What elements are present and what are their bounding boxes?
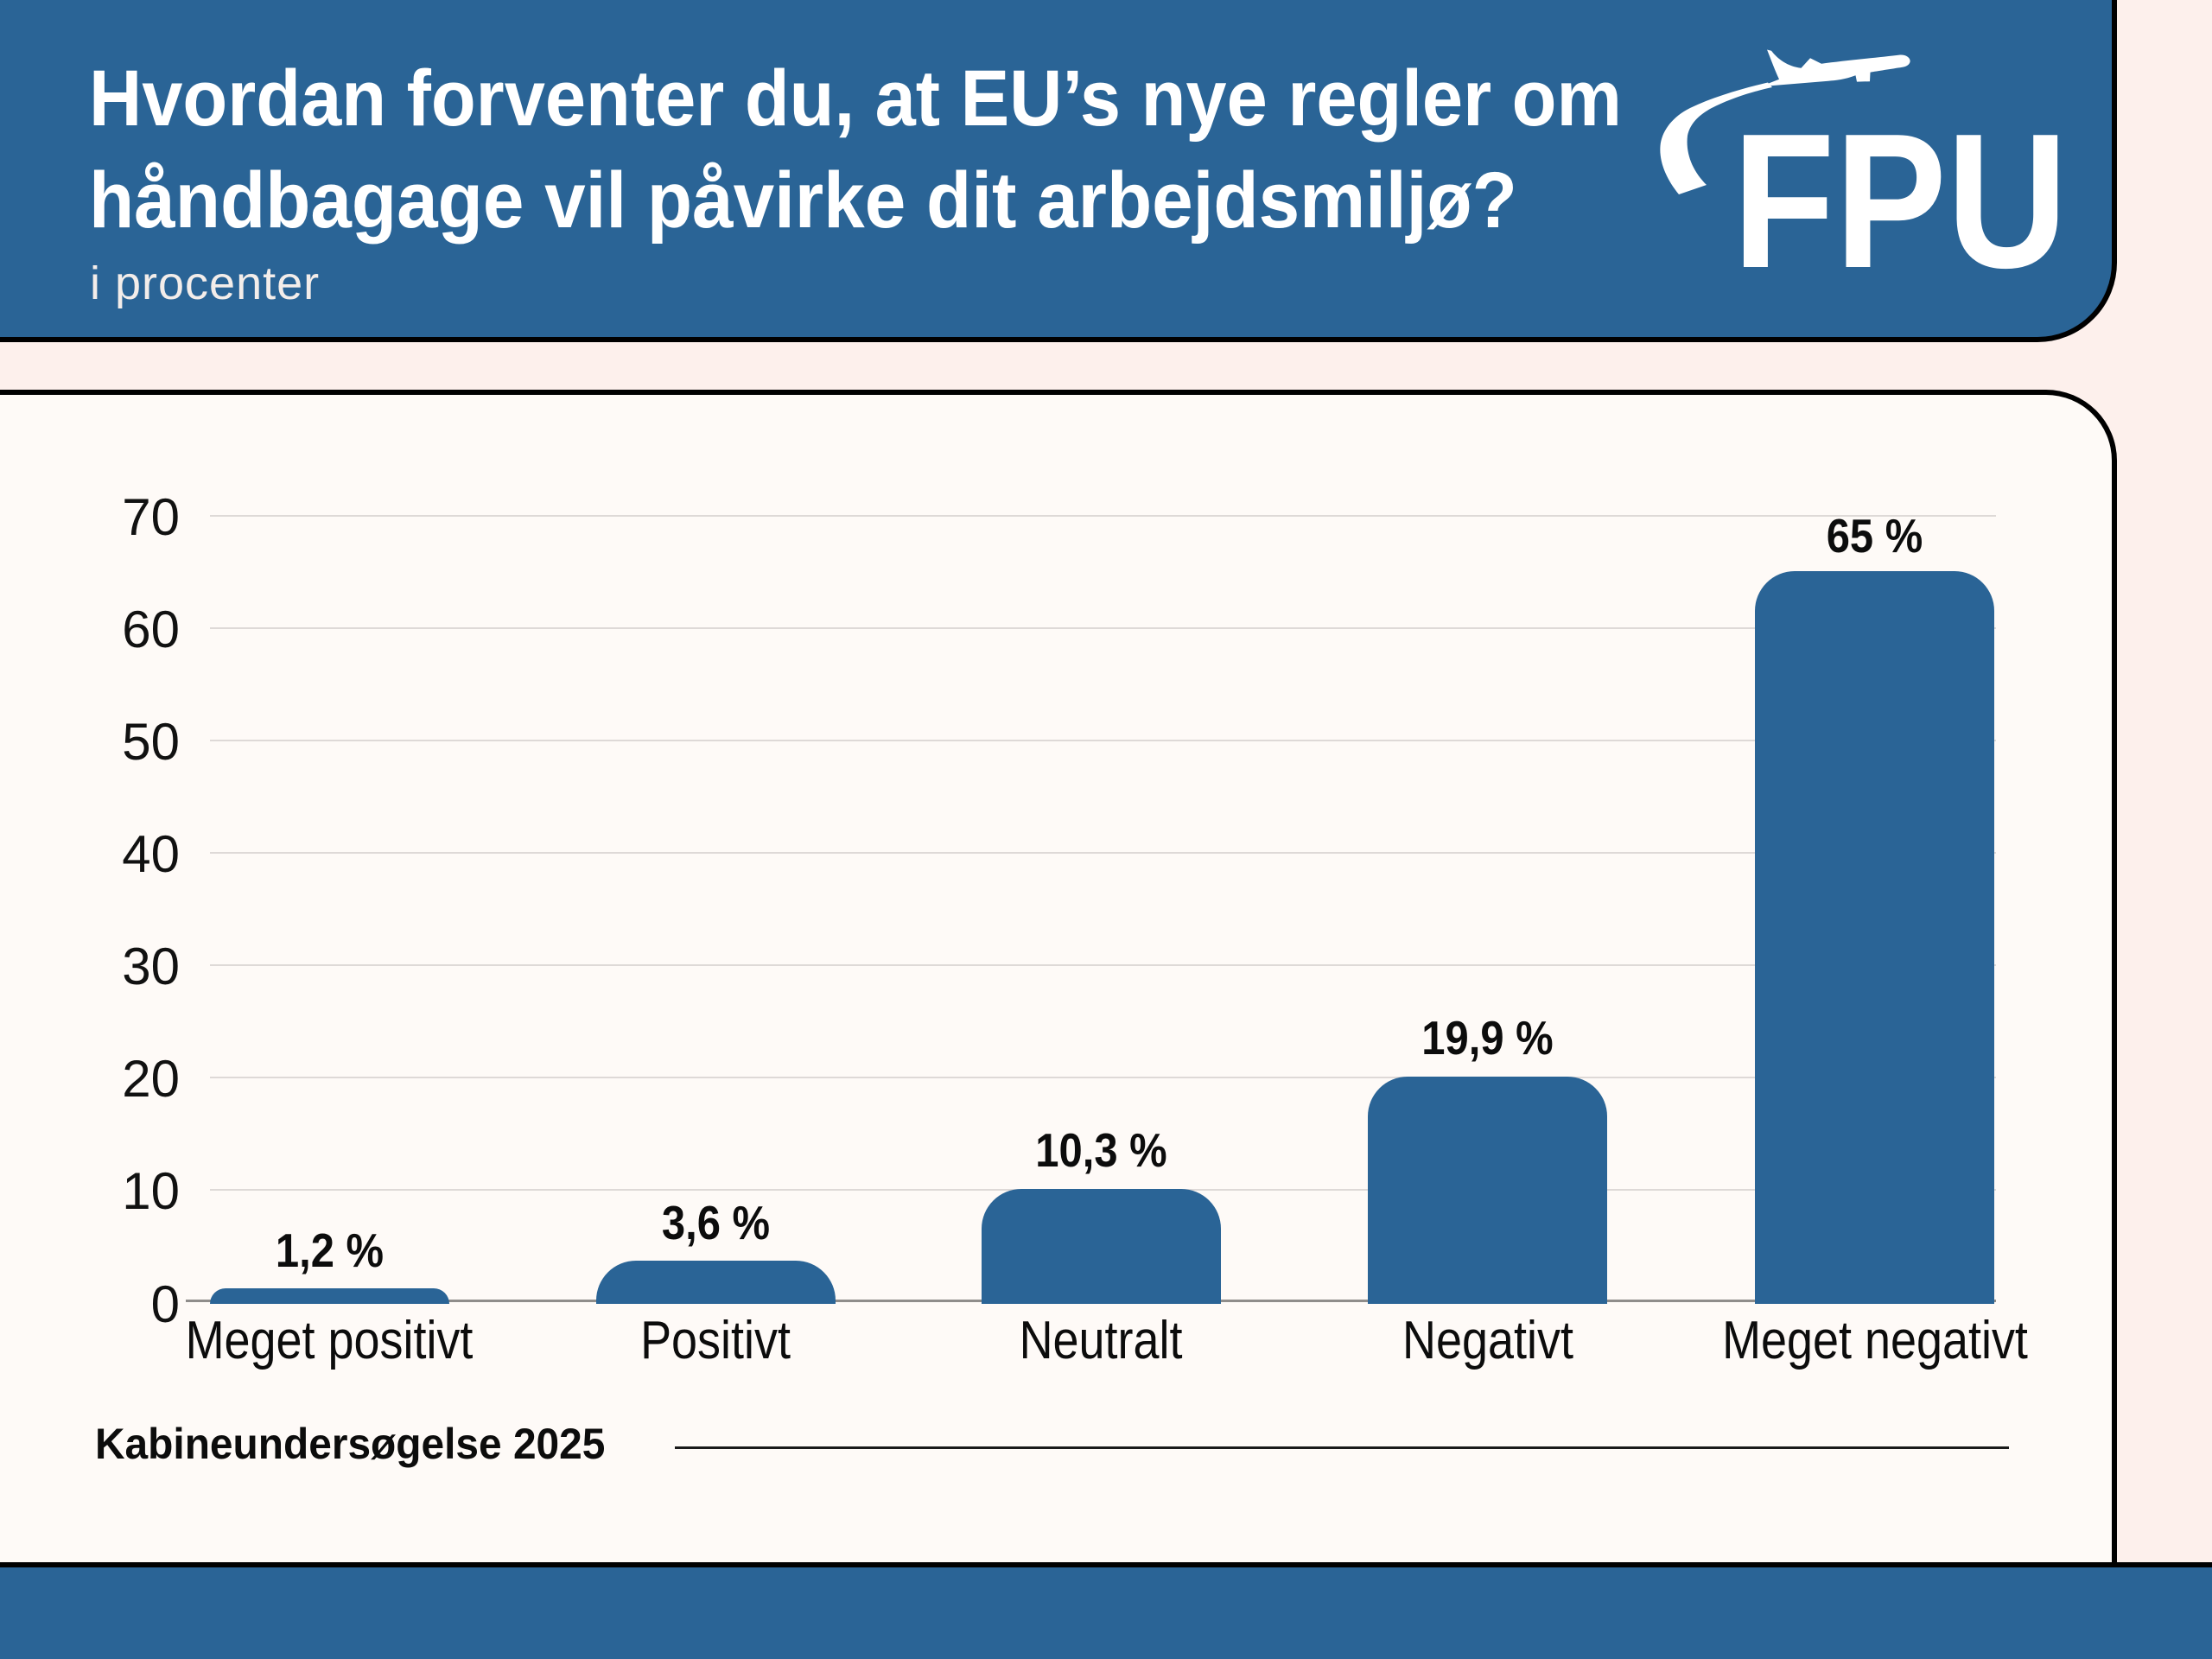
svg-text:FPU: FPU <box>1732 94 2068 308</box>
